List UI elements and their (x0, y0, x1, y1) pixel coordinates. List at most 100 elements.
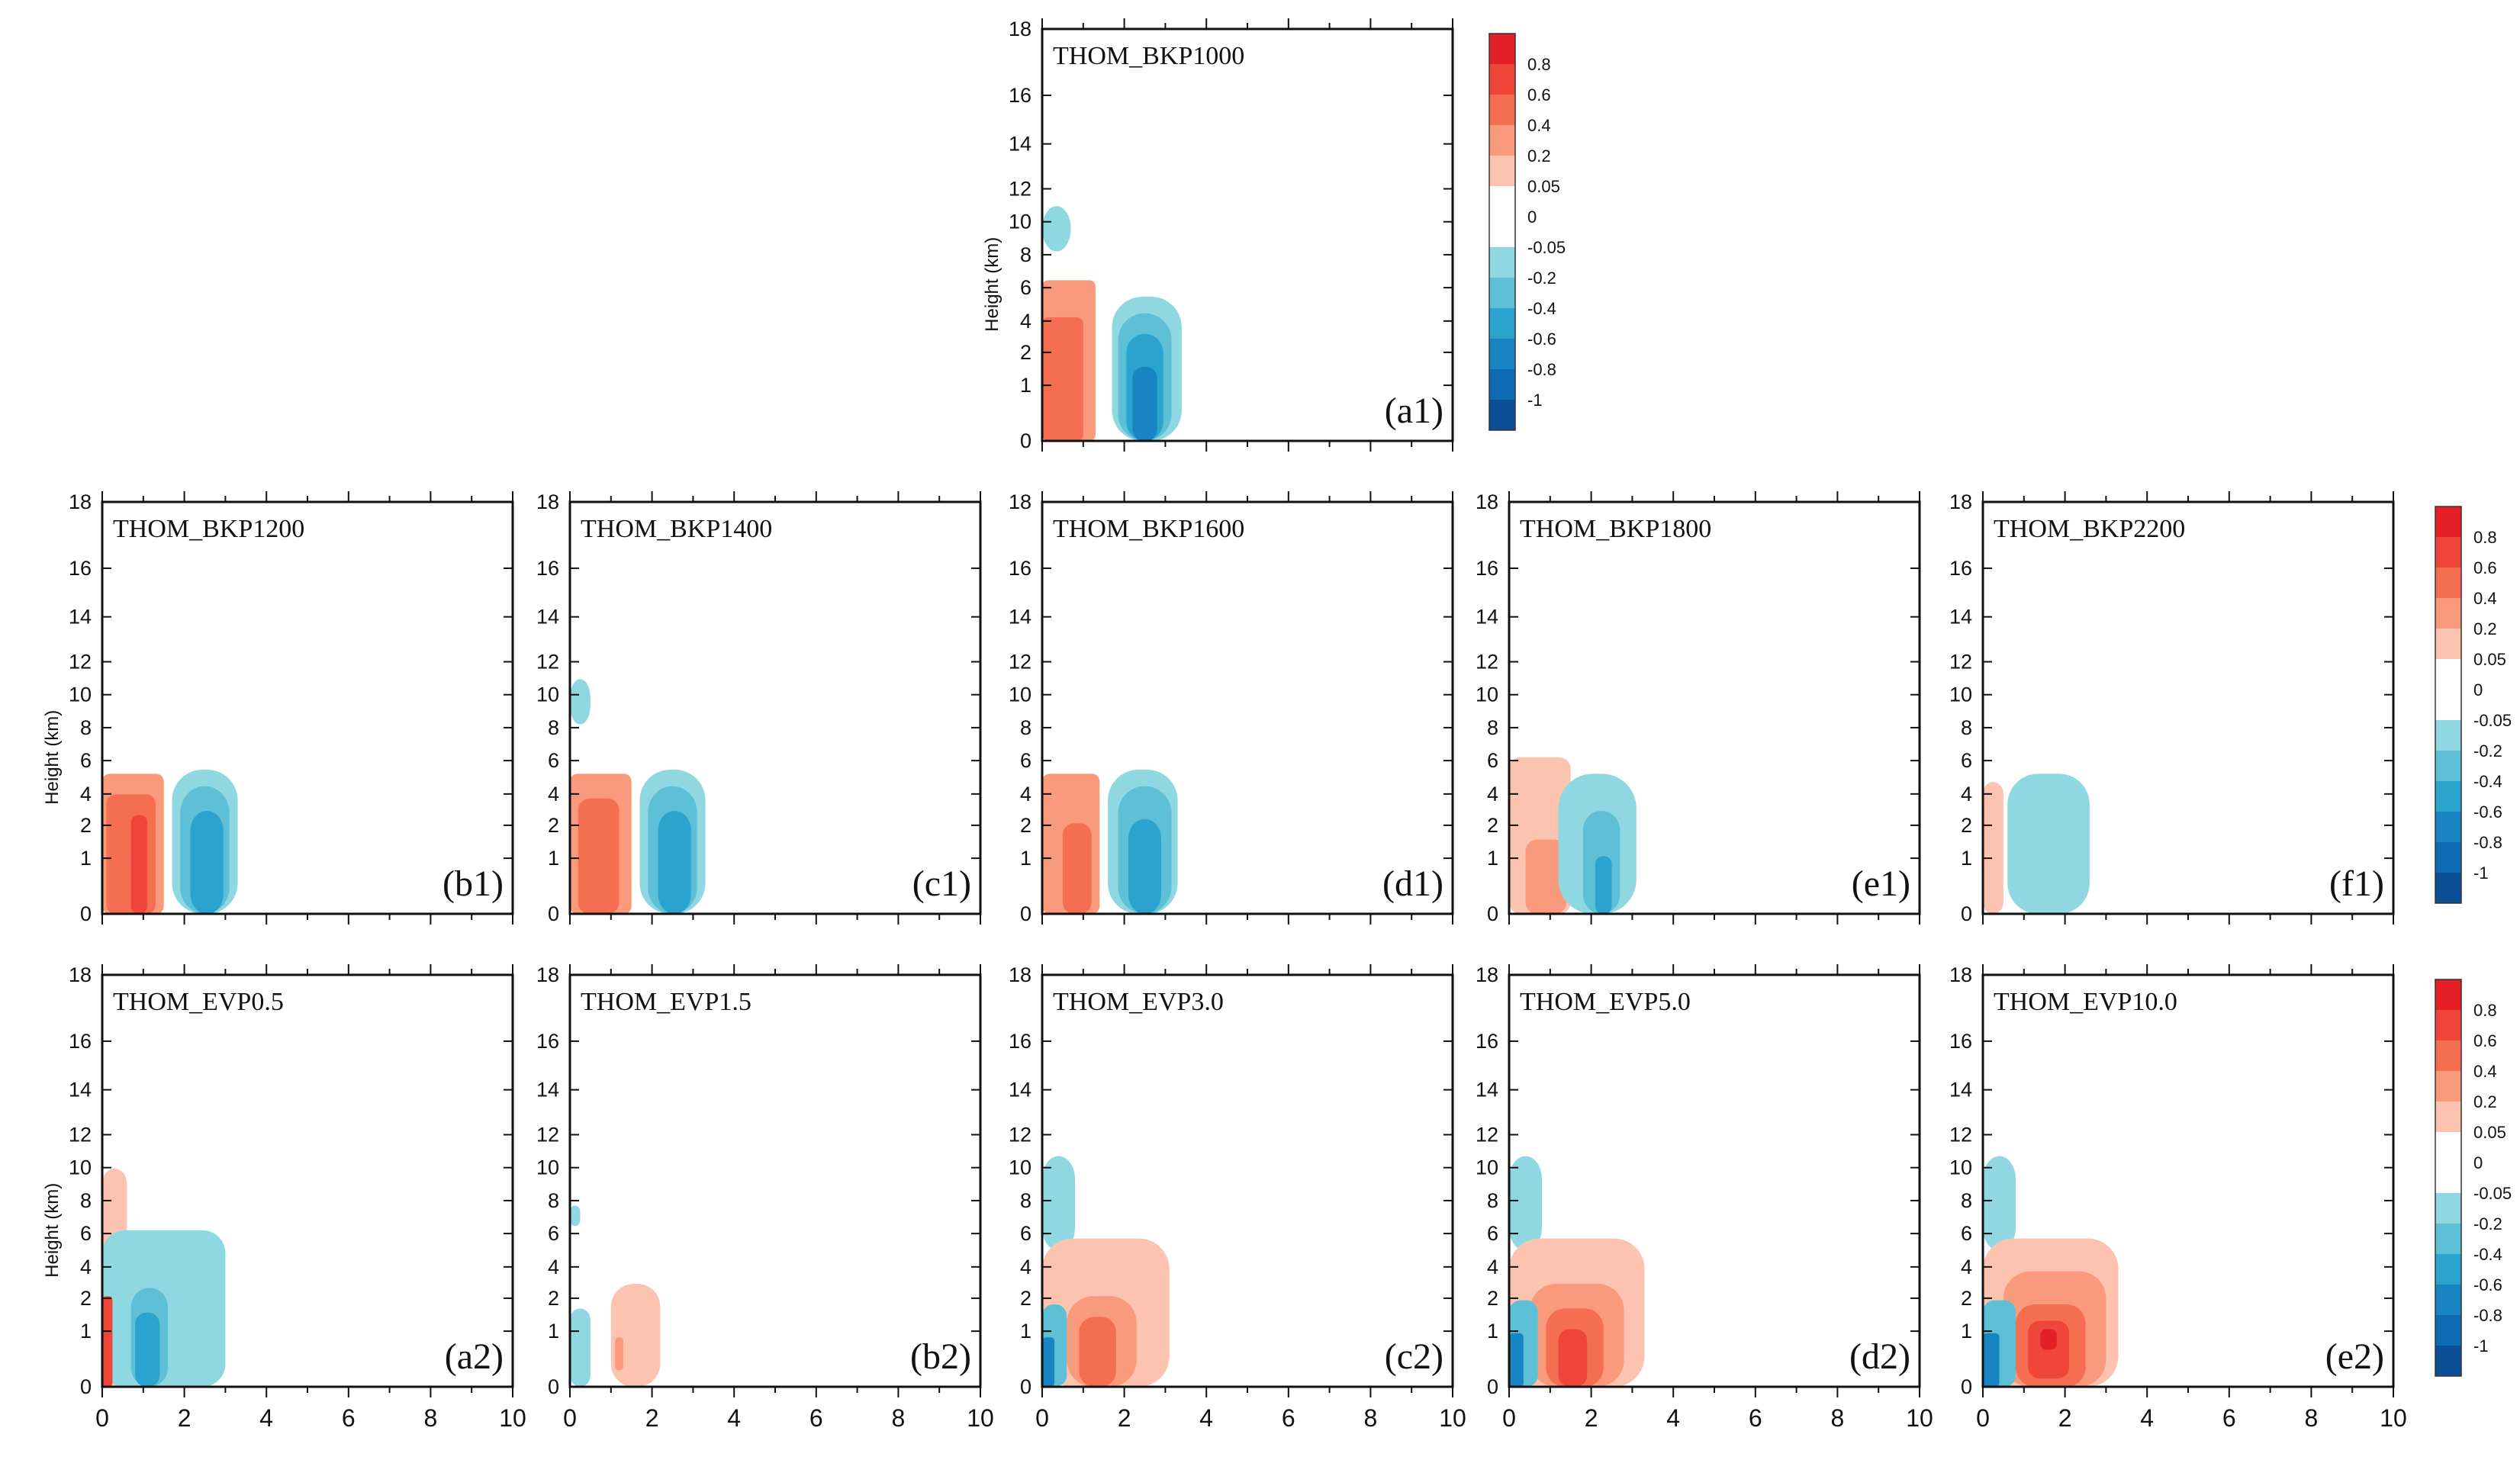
colorbar: 0.8 0.6 0.4 0.2 0.05 0 -0.05 -0.2 -0.4 -0.6 -0.8 -1 (1489, 33, 1566, 431)
y-tick-label: 6 (1487, 749, 1498, 772)
contour-field (1509, 757, 1637, 914)
colorbar-label: 0.8 (2473, 1001, 2497, 1020)
y-tick-label: 2 (1020, 1287, 1031, 1310)
panel-label: (e2) (2325, 1336, 2384, 1377)
x-tick-label: 8 (1364, 1404, 1378, 1432)
y-tick-label: 6 (548, 749, 559, 772)
x-tick-label: 2 (645, 1404, 659, 1432)
colorbar-label: -0.2 (2473, 1214, 2502, 1233)
y-tick-label: 18 (536, 490, 559, 513)
x-tick-label: 10 (1906, 1404, 1933, 1432)
panel-title: THOM_BKP1200 (113, 515, 304, 543)
y-tick-label: 18 (1949, 490, 1972, 513)
x-tick-label: 10 (967, 1404, 994, 1432)
x-tick-label: 6 (1749, 1404, 1762, 1432)
y-tick-label: 14 (1009, 133, 1031, 156)
panel-title: THOM_EVP5.0 (1520, 988, 1691, 1016)
colorbar-frame (2435, 506, 2462, 904)
colorbar-swatch (2435, 873, 2461, 904)
contour-region (1509, 1156, 1543, 1251)
contour-region (1983, 782, 2003, 914)
colorbar-label: -0.2 (1527, 269, 1556, 288)
x-tick-label: 4 (2140, 1404, 2154, 1432)
colorbar-swatch (2435, 842, 2461, 873)
y-tick-label: 12 (536, 1124, 559, 1146)
panel-title: THOM_EVP0.5 (113, 988, 284, 1016)
colorbar-label: 0.05 (1527, 177, 1560, 196)
panel-title: THOM_EVP10.0 (1994, 988, 2177, 1016)
contour-field (1509, 1156, 1645, 1387)
y-tick-label: 12 (1949, 1124, 1972, 1146)
y-tick-label: 1 (80, 1320, 92, 1343)
contour-field (1983, 773, 2090, 914)
colorbar: 0.8 0.6 0.4 0.2 0.05 0 -0.05 -0.2 -0.4 -0.6 -0.8 -1 (2435, 979, 2512, 1377)
colorbar-label: 0.05 (2473, 650, 2506, 669)
y-tick-label: 8 (548, 716, 559, 739)
y-tick-label: 0 (548, 1375, 559, 1398)
colorbar-swatch (2435, 1010, 2461, 1041)
colorbar-label: -1 (2473, 863, 2489, 883)
colorbar-label: -0.05 (1527, 238, 1566, 257)
colorbar-label: -0.4 (2473, 1245, 2502, 1264)
y-tick-label: 1 (548, 1320, 559, 1343)
y-tick-label: 16 (536, 557, 559, 580)
colorbar-swatch (1489, 400, 1515, 431)
y-tick-label: 18 (536, 963, 559, 986)
y-tick-label: 6 (1961, 1222, 1972, 1245)
panel-label: (f1) (2329, 863, 2384, 904)
x-tick-label: 2 (1585, 1404, 1598, 1432)
y-tick-label: 12 (69, 651, 92, 674)
y-tick-label: 4 (80, 1256, 92, 1278)
plot-frame (1041, 500, 1454, 915)
y-tick-label: 4 (1487, 783, 1498, 806)
contour-region (1042, 1156, 1076, 1251)
colorbar-swatch (1489, 247, 1515, 278)
colorbar-label: -0.05 (2473, 711, 2512, 730)
y-tick-label: 4 (1020, 783, 1031, 806)
y-tick-label: 6 (1020, 1222, 1031, 1245)
y-tick-label: 10 (1476, 1156, 1498, 1179)
panel-title: THOM_BKP1400 (581, 515, 772, 543)
y-axis-label: Height (km) (42, 1183, 63, 1278)
colorbar-swatch (2435, 720, 2461, 751)
contour-region (1132, 366, 1157, 441)
x-tick-label: 8 (1831, 1404, 1845, 1432)
y-tick-label: 0 (1961, 1375, 1972, 1398)
colorbar-swatch (1489, 278, 1515, 309)
colorbar-swatch (2435, 629, 2461, 660)
y-tick-label: 2 (548, 1287, 559, 1310)
contour-region (1062, 823, 1092, 914)
x-tick-label: 6 (342, 1404, 356, 1432)
x-tick-label: 4 (1199, 1404, 1213, 1432)
colorbar-swatch (2435, 537, 2461, 568)
y-tick-label: 18 (1009, 963, 1031, 986)
colorbar-swatch (2435, 1132, 2461, 1163)
y-tick-label: 8 (1020, 1189, 1031, 1212)
panel-label: (b1) (443, 863, 504, 904)
y-tick-label: 6 (548, 1222, 559, 1245)
colorbar-swatch (1489, 156, 1515, 187)
colorbar-swatch (1489, 34, 1515, 65)
y-tick-label: 2 (548, 814, 559, 837)
panel-label: (b2) (910, 1336, 971, 1377)
y-tick-label: 8 (1020, 243, 1031, 266)
panel-label: (d1) (1382, 863, 1443, 904)
colorbar-swatch (2435, 812, 2461, 843)
colorbar-label: 0.2 (1527, 146, 1551, 166)
y-tick-label: 2 (1961, 1287, 1972, 1310)
x-tick-label: 0 (1502, 1404, 1516, 1432)
colorbar-swatch (2435, 1071, 2461, 1102)
y-tick-label: 6 (1020, 749, 1031, 772)
colorbar-frame (1489, 33, 1516, 431)
y-axis-label: Height (km) (42, 710, 63, 805)
panel-title: THOM_BKP1000 (1053, 42, 1244, 70)
contour-region (1128, 818, 1162, 914)
contour-region (135, 1312, 160, 1387)
y-tick-label: 14 (69, 1079, 92, 1101)
y-tick-label: 0 (1961, 902, 1972, 925)
panel-label: (a1) (1385, 391, 1443, 431)
y-tick-label: 6 (1487, 1222, 1498, 1245)
